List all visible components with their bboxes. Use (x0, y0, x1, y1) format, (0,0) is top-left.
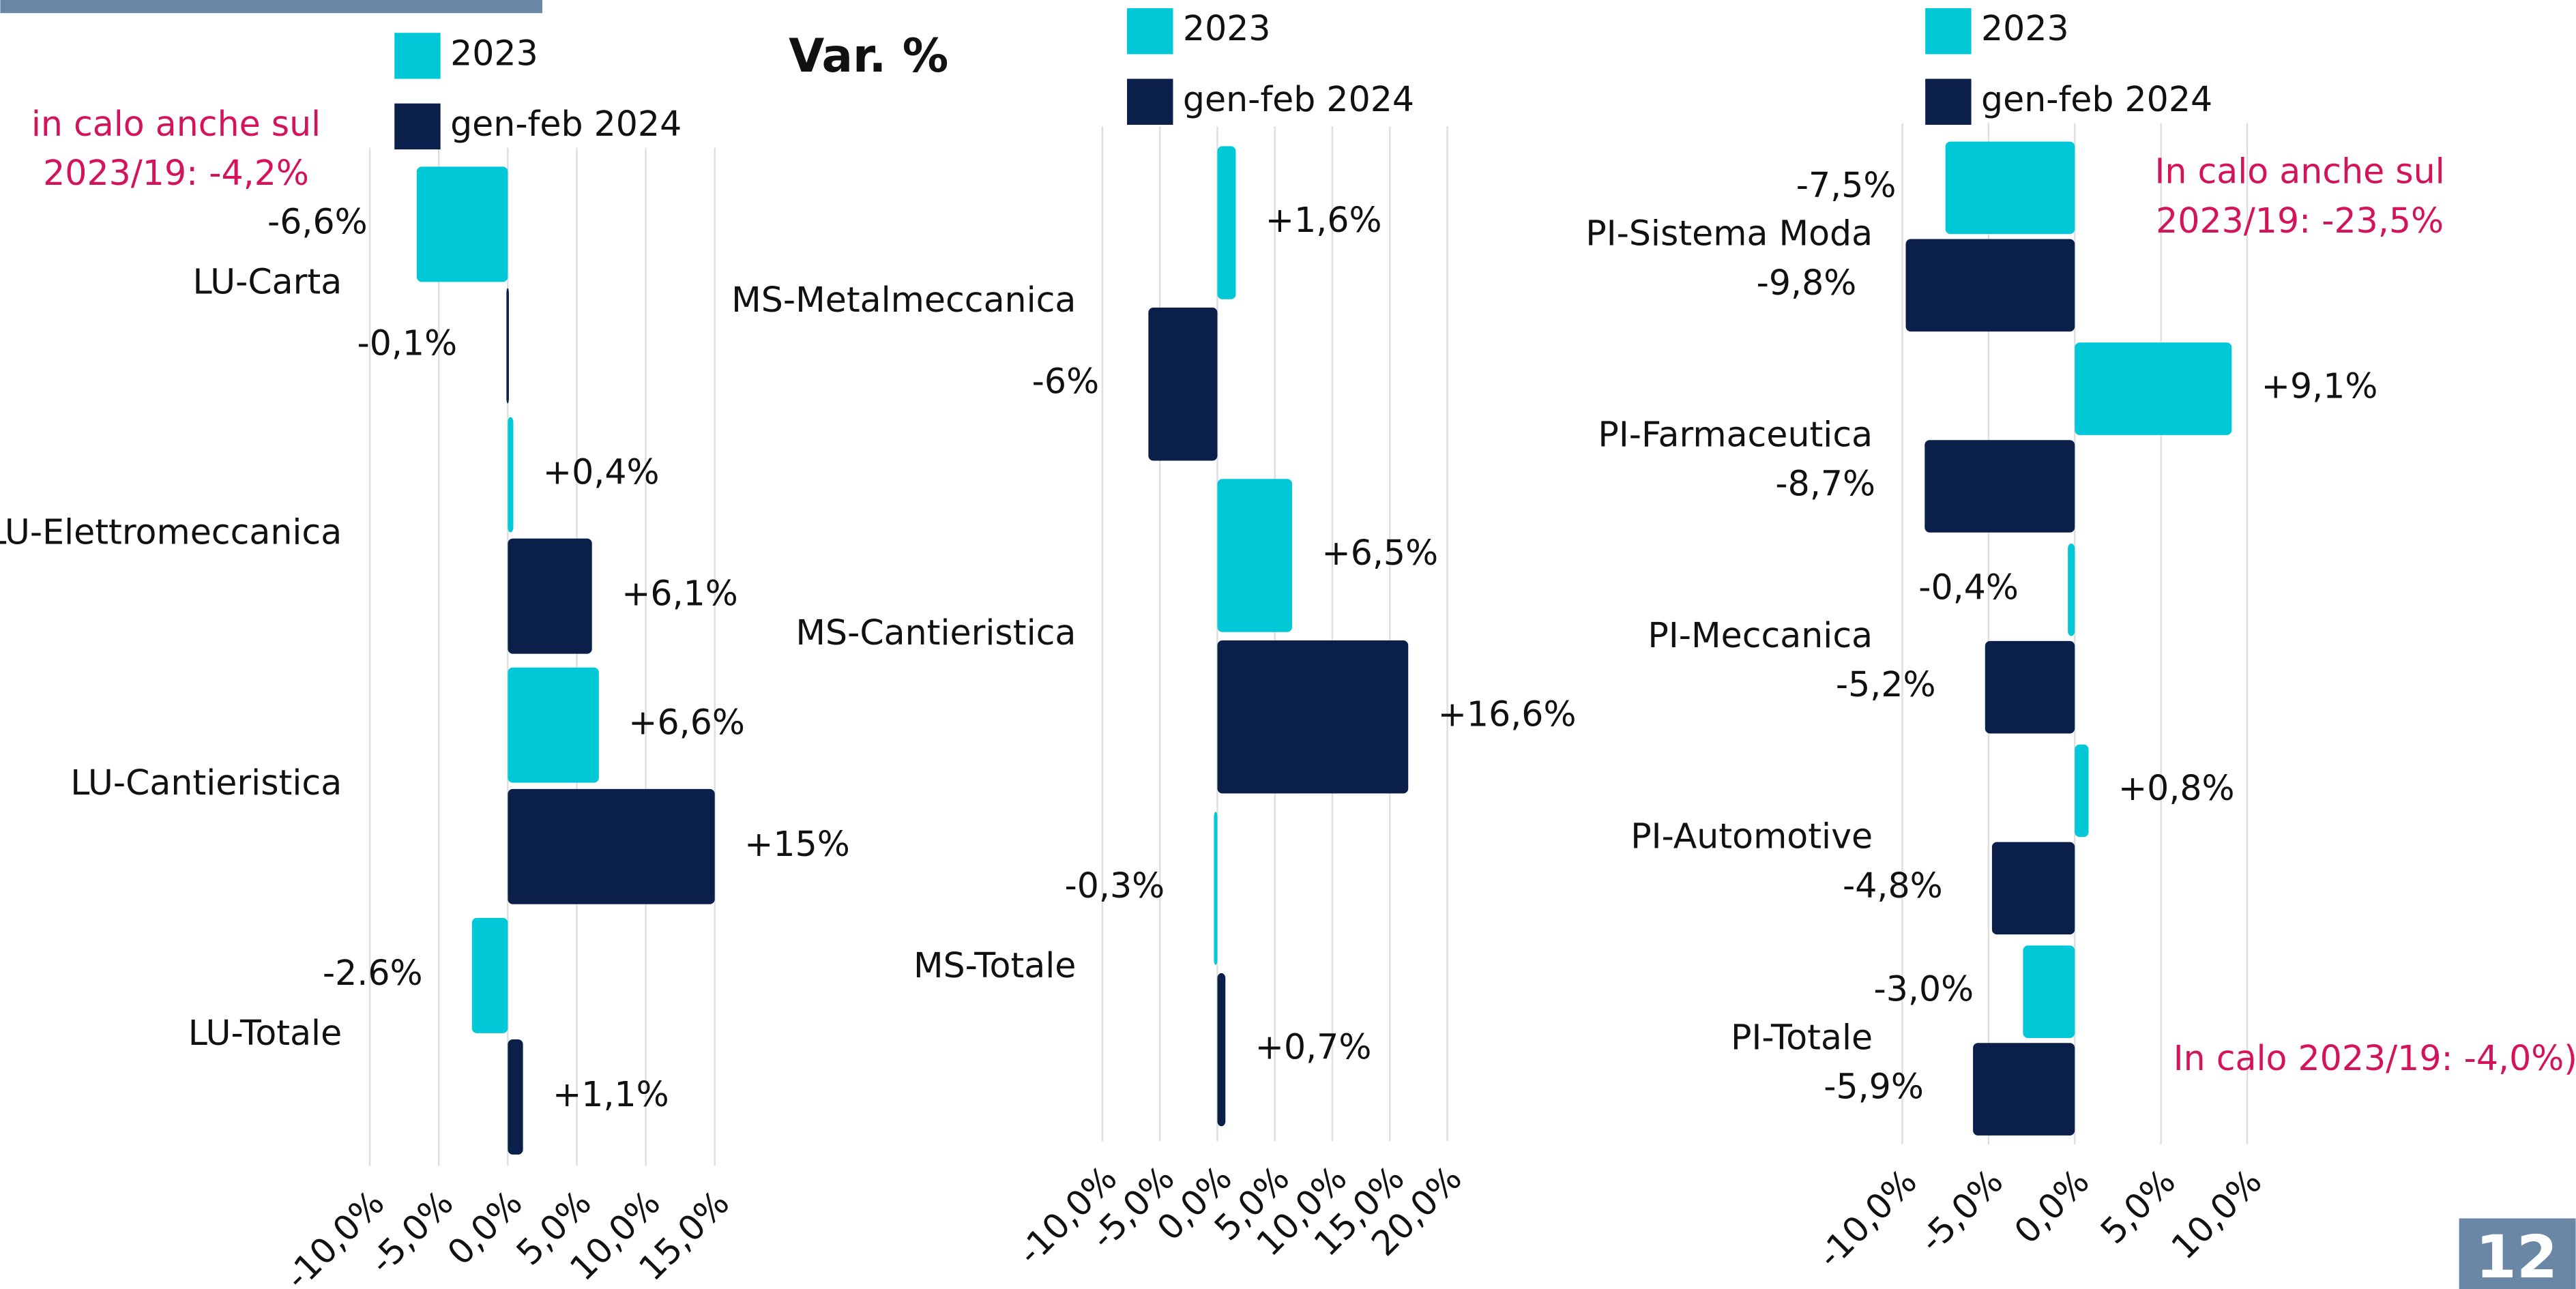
value-label: +0,4% (543, 452, 660, 492)
value-label: -0,1% (357, 323, 457, 363)
value-label: +0,7% (1255, 1027, 1372, 1067)
value-label: -4,8% (1843, 865, 1943, 906)
bar (1148, 307, 1218, 461)
legend-label: gen-feb 2024 (1981, 79, 2212, 119)
category-label: MS-Cantieristica (795, 612, 1076, 653)
x-tick-label: -10,0% (1810, 1161, 1924, 1276)
value-label: +1,1% (553, 1074, 669, 1114)
bar (506, 288, 509, 404)
annotation: 2023/19: -23,5% (2156, 201, 2444, 241)
category-label: PI-Sistema Moda (1585, 213, 1873, 254)
value-label: -0,4% (1918, 567, 2019, 607)
annotation: In calo 2023/19: -4,0%) (2174, 1038, 2576, 1078)
header-bar (0, 0, 542, 14)
value-label: -7,5% (1796, 165, 1897, 205)
bar (471, 917, 508, 1033)
value-label: +0,8% (2118, 768, 2235, 808)
x-tick-label: -10,0% (277, 1183, 392, 1289)
bar (1217, 973, 1226, 1127)
annotation: In calo anche sul (2154, 151, 2444, 192)
legend-label: gen-feb 2024 (1183, 79, 1414, 119)
bar (508, 538, 592, 654)
bar (508, 667, 599, 783)
bar (1217, 146, 1236, 299)
bar (2075, 744, 2089, 838)
value-label: +6,6% (628, 702, 745, 743)
x-tick-label: 0,0% (2006, 1161, 2097, 1252)
bar (2068, 543, 2075, 636)
category-label: LU-Elettromeccanica (0, 512, 342, 552)
bar (2023, 945, 2075, 1038)
category-label: PI-Meccanica (1648, 615, 1873, 655)
category-label: MS-Totale (913, 945, 1076, 986)
legend-swatch (1925, 78, 1972, 125)
page-number-box (2459, 1218, 2576, 1289)
category-label: PI-Totale (1731, 1017, 1873, 1057)
bar (1924, 440, 2075, 533)
annotation: in calo anche sul (31, 104, 321, 144)
legend-label: 2023 (450, 33, 538, 73)
chart-title: Var. % (789, 29, 948, 83)
bar (416, 166, 508, 282)
x-tick-label: -5,0% (1912, 1161, 2010, 1260)
bar (1217, 640, 1409, 794)
category-label: LU-Cantieristica (70, 762, 342, 803)
value-label: +9,1% (2262, 366, 2378, 406)
annotation: 2023/19: -4,2% (43, 153, 309, 193)
category-label: MS-Metalmeccanica (731, 280, 1076, 320)
bar (508, 1039, 523, 1155)
bar (1217, 479, 1293, 632)
bar (508, 417, 514, 533)
x-tick-label: 0,0% (439, 1183, 530, 1273)
value-label: +15% (744, 824, 850, 864)
value-label: -3,0% (1874, 969, 1974, 1009)
legend-label: 2023 (1981, 8, 2069, 48)
value-label: -9,8% (1757, 263, 1857, 303)
value-label: -2.6% (323, 953, 423, 993)
x-tick-label: 10,0% (2163, 1161, 2269, 1267)
value-label: +1,6% (1265, 200, 1382, 240)
value-label: +6,5% (1321, 533, 1438, 573)
value-label: -6% (1032, 361, 1099, 402)
value-label: -5,2% (1836, 664, 1936, 705)
category-label: LU-Totale (188, 1013, 342, 1053)
bar (2075, 342, 2232, 435)
bar (1973, 1043, 2075, 1136)
value-label: +6,1% (621, 574, 738, 614)
legend-swatch (394, 103, 441, 150)
legend-label: gen-feb 2024 (450, 104, 682, 144)
value-label: -8,7% (1775, 463, 1875, 503)
legend-swatch (1925, 8, 1972, 55)
value-label: -0,3% (1065, 865, 1165, 906)
legend-swatch (1127, 78, 1173, 125)
bar (508, 788, 715, 904)
legend-swatch (1127, 8, 1173, 55)
bar (1214, 812, 1218, 965)
value-label: -6,6% (267, 201, 368, 241)
category-label: PI-Automotive (1630, 816, 1873, 857)
category-label: LU-Carta (192, 262, 342, 302)
bar (1985, 640, 2075, 734)
legend-label: 2023 (1183, 8, 1271, 48)
bar (1945, 141, 2075, 235)
bar (1905, 239, 2075, 332)
bar (1991, 842, 2075, 935)
legend-swatch (394, 33, 441, 79)
page-number: 12 (2476, 1224, 2558, 1289)
category-label: PI-Farmaceutica (1598, 414, 1873, 454)
value-label: +16,6% (1438, 694, 1577, 735)
value-label: -5,9% (1824, 1067, 1924, 1107)
